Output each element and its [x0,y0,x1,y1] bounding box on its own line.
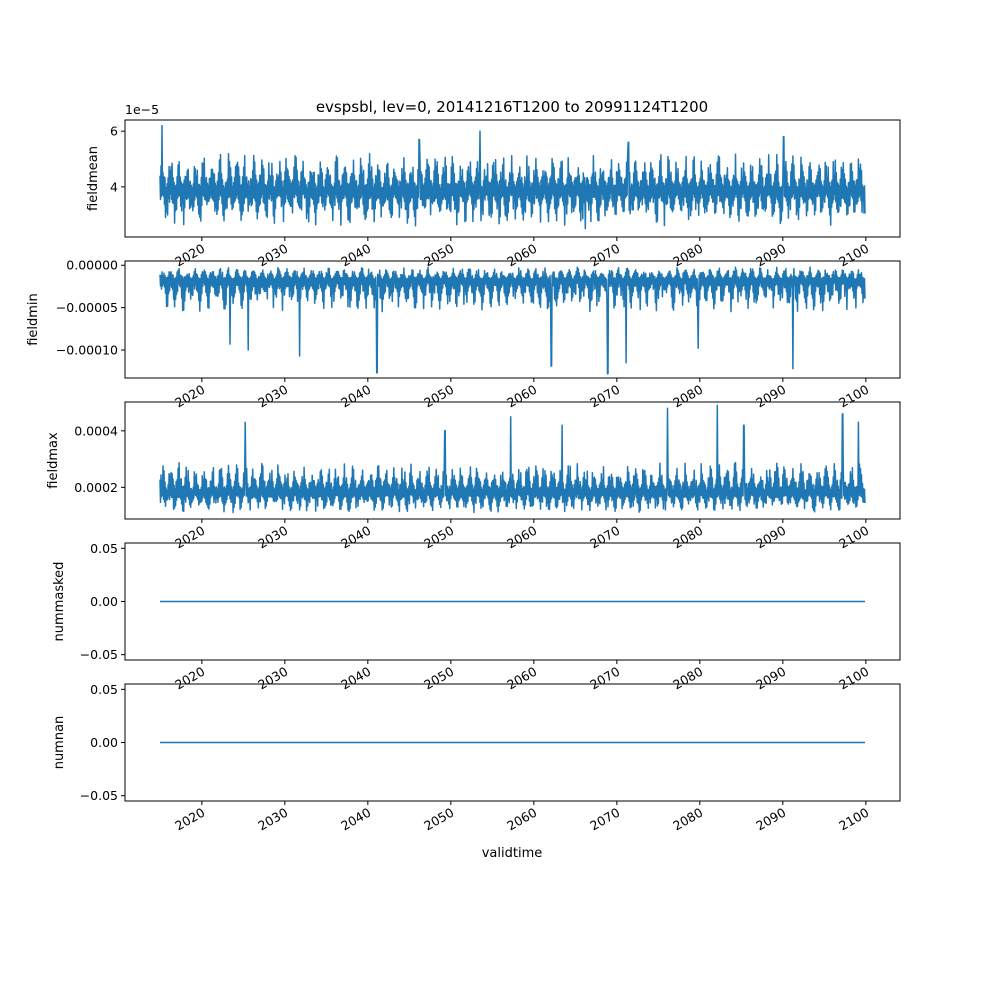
x-tick-label: 2080 [670,382,705,411]
x-tick-label: 2080 [670,664,705,693]
x-tick-label: 2070 [587,664,622,693]
y-tick-label: 0.00 [90,594,118,609]
series-line-fieldmin [159,266,866,375]
y-axis-label: fieldmean [86,146,101,211]
y-tick-label: 4 [110,179,118,194]
x-tick-label: 2050 [421,241,456,270]
x-tick-label: 2050 [421,805,456,834]
x-tick-label: 2030 [255,382,290,411]
x-tick-label: 2070 [587,241,622,270]
x-tick-label: 2050 [421,664,456,693]
x-tick-label: 2020 [172,664,207,693]
x-tick-label: 2030 [255,805,290,834]
y-tick-label: −0.00010 [56,343,118,358]
y-tick-label: −0.05 [80,647,118,662]
x-tick-label: 2080 [670,241,705,270]
panel-fieldmax: 0.0002 0.0004 fieldmax 2020 2030 2040 2050 2060… [46,401,901,552]
x-tick-label: 2030 [255,664,290,693]
y-tick-label: 0.05 [90,541,118,556]
y-axis-label: nummasked [52,562,67,642]
x-tick-label: 2090 [753,241,788,270]
x-tick-label: 2090 [753,523,788,552]
x-tick-label: 2040 [338,241,373,270]
x-tick-label: 2070 [587,805,622,834]
x-tick-label: 2060 [504,241,539,270]
x-tick-label: 2040 [338,664,373,693]
x-tick-label: 2100 [836,241,871,270]
y-tick-label: −0.00005 [56,300,118,315]
x-tick-label: 2070 [587,382,622,411]
x-tick-label: 2050 [421,523,456,552]
x-tick-label: 2060 [504,664,539,693]
panel-numnan: 0.05 0.00 −0.05 numnan 2020 2030 2040 2050 2060 2… [52,682,901,834]
series-line-fieldmax [159,404,866,514]
x-tick-label: 2100 [836,523,871,552]
x-axis-label: validtime [482,846,543,861]
x-tick-label: 2080 [670,523,705,552]
x-tick-label: 2100 [836,382,871,411]
x-tick-label: 2040 [338,523,373,552]
x-tick-label: 2050 [421,382,456,411]
x-tick-label: 2090 [753,382,788,411]
x-tick-label: 2100 [836,805,871,834]
x-tick-label: 2060 [504,382,539,411]
x-tick-label: 2030 [255,523,290,552]
series-line-fieldmean [159,124,866,230]
x-tick-label: 2030 [255,241,290,270]
x-tick-label: 2020 [172,523,207,552]
y-tick-label: 0.0004 [74,423,118,438]
panel-fieldmean: 4 6 1e−5 fieldmean 2020 2030 2040 2050 2060 2070 2… [86,102,901,270]
y-axis-label: fieldmin [26,293,41,346]
axes-frame-fieldmean [124,119,901,238]
y-tick-label: 0.0002 [74,480,118,495]
y-tick-label: 0.05 [90,682,118,697]
x-tick-label: 2070 [587,523,622,552]
panel-nummasked: 0.05 0.00 −0.05 nummasked 2020 2030 2040 2050 20… [52,541,901,693]
y-offset-text: 1e−5 [125,102,159,117]
x-tick-label: 2020 [172,382,207,411]
y-axis-label: numnan [52,716,67,770]
y-tick-label: 0.00 [90,735,118,750]
y-tick-label: 6 [110,124,118,139]
chart-title: evspsbl, lev=0, 20141216T1200 to 2099112… [316,98,708,116]
x-tick-label: 2090 [753,805,788,834]
x-tick-label: 2040 [338,805,373,834]
panel-fieldmin: 0.00000 −0.00005 −0.00010 fieldmin 2020 2030 2… [26,258,901,411]
x-tick-label: 2060 [504,805,539,834]
y-axis-label: fieldmax [46,432,61,489]
x-tick-label: 2080 [670,805,705,834]
axes-frame-fieldmax [124,401,901,520]
x-tick-label: 2090 [753,664,788,693]
y-tick-label: −0.05 [80,788,118,803]
x-tick-label: 2020 [172,241,207,270]
x-tick-label: 2020 [172,805,207,834]
x-tick-label: 2100 [836,664,871,693]
y-tick-label: 0.00000 [66,258,118,273]
x-tick-label: 2040 [338,382,373,411]
x-tick-label: 2060 [504,523,539,552]
axes-frame-fieldmin [124,260,901,379]
